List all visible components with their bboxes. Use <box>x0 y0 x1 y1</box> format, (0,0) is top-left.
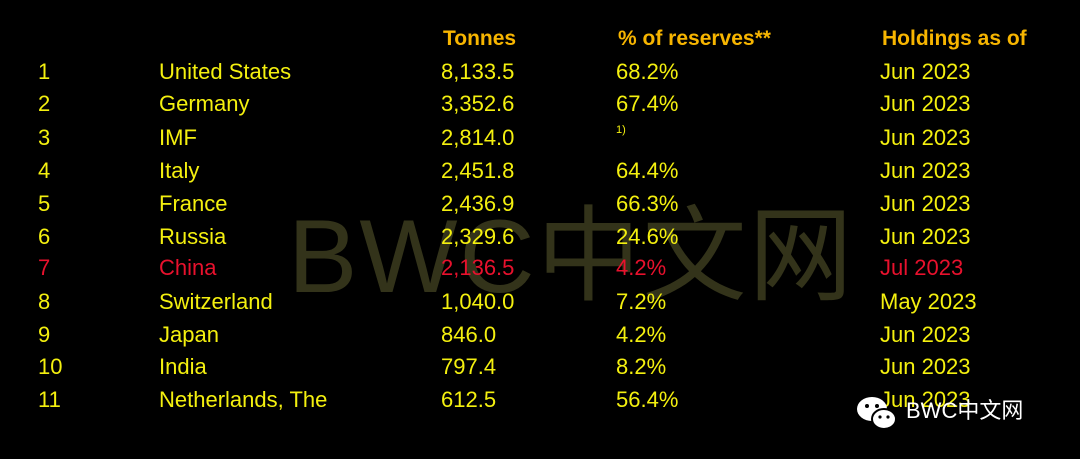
table-cell: 8 <box>38 289 51 314</box>
table-cell: United States <box>159 59 292 84</box>
table-cell: Japan <box>159 322 219 347</box>
table-cell: 7.2% <box>616 289 667 314</box>
table-cell: India <box>159 354 207 379</box>
table-cell: 4.2% <box>616 322 667 347</box>
table-cell: Jun 2023 <box>880 354 971 379</box>
table-cell: 64.4% <box>616 158 679 183</box>
table-cell: 3,352.6 <box>441 91 515 116</box>
table-cell: 612.5 <box>441 387 497 412</box>
table-cell: 7 <box>38 255 51 280</box>
table-cell: 6 <box>38 224 51 249</box>
table-cell: IMF <box>159 125 197 150</box>
table-cell: 8.2% <box>616 354 667 379</box>
table-cell: 5 <box>38 191 51 216</box>
table-cell: Jun 2023 <box>880 158 971 183</box>
table-cell: Jun 2023 <box>880 224 971 249</box>
table-cell: Jun 2023 <box>880 91 971 116</box>
table-cell: Jul 2023 <box>880 255 964 280</box>
table-cell: 4.2% <box>616 255 667 280</box>
table-cell: 8,133.5 <box>441 59 515 84</box>
table-cell: Russia <box>159 224 227 249</box>
table-cell: China <box>159 255 217 280</box>
table-cell: 2,451.8 <box>441 158 515 183</box>
table-cell: 1,040.0 <box>441 289 515 314</box>
table-cell: 9 <box>38 322 51 347</box>
table-cell: 2 <box>38 91 51 116</box>
table-cell: 10 <box>38 354 63 379</box>
table-cell: France <box>159 191 228 216</box>
table-cell: Switzerland <box>159 289 273 314</box>
table-cell: Jun 2023 <box>880 191 971 216</box>
table-cell: May 2023 <box>880 289 977 314</box>
column-header: Tonnes <box>443 27 517 50</box>
table-cell: 66.3% <box>616 191 679 216</box>
watermark: BWC中文网 <box>288 199 855 315</box>
table-cell: Jun 2023 <box>880 125 971 150</box>
column-header: Holdings as of <box>882 27 1027 50</box>
table-cell: Italy <box>159 158 200 183</box>
table-cell: 56.4% <box>616 387 679 412</box>
table-cell: 67.4% <box>616 91 679 116</box>
table-cell: Jun 2023 <box>880 387 971 412</box>
table-cell: 4 <box>38 158 51 183</box>
table-cell: 11 <box>38 387 61 412</box>
logo-text: BWC中文网 <box>906 398 1024 423</box>
table-cell: 1) <box>616 124 626 136</box>
table-cell: 1 <box>38 59 51 84</box>
table-cell: 2,814.0 <box>441 125 515 150</box>
table-cell: 2,436.9 <box>441 191 515 216</box>
wechat-icon <box>857 397 897 430</box>
table-cell: Germany <box>159 91 250 116</box>
table-cell: 2,329.6 <box>441 224 515 249</box>
table-cell: Jun 2023 <box>880 59 971 84</box>
table-cell: 24.6% <box>616 224 679 249</box>
table-cell: 3 <box>38 125 51 150</box>
table-cell: Jun 2023 <box>880 322 971 347</box>
table-cell: 2,136.5 <box>441 255 515 280</box>
table-cell: Netherlands, The <box>159 387 328 412</box>
table-cell: 68.2% <box>616 59 679 84</box>
column-header: % of reserves** <box>618 27 771 50</box>
table-cell: 846.0 <box>441 322 497 347</box>
table-cell: 797.4 <box>441 354 497 379</box>
